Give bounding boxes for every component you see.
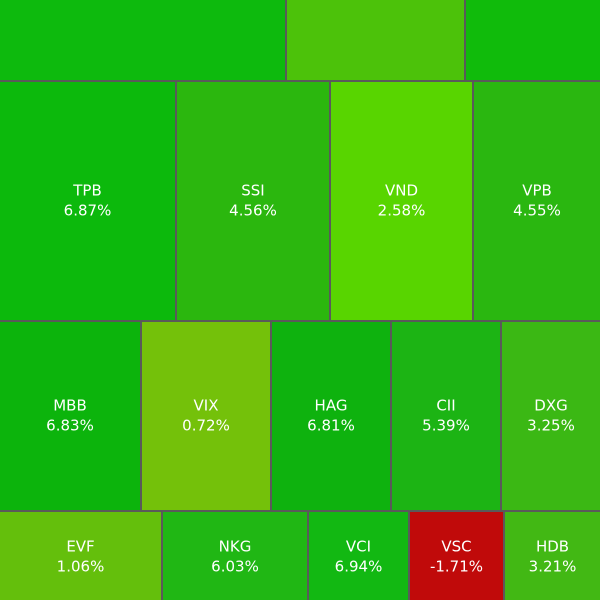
- tile: [331, 82, 472, 320]
- tile-value: 6.81%: [307, 417, 355, 435]
- tile-value: 4.56%: [229, 202, 277, 220]
- tile: [505, 512, 600, 600]
- tile: [142, 322, 270, 510]
- tile-label: HAG: [315, 397, 348, 415]
- tile: [272, 322, 390, 510]
- tile-value: 6.94%: [335, 558, 383, 576]
- tile-label: VSC: [441, 538, 471, 556]
- tile-label: DXG: [534, 397, 567, 415]
- tile-value: 2.58%: [378, 202, 426, 220]
- tile-value: 6.87%: [64, 202, 112, 220]
- tile: [410, 512, 503, 600]
- tile-value: 3.25%: [527, 417, 575, 435]
- tile: [502, 322, 600, 510]
- tile-value: 3.21%: [529, 558, 577, 576]
- tile-label: VCI: [346, 538, 371, 556]
- tile-value: -1.71%: [430, 558, 483, 576]
- tile: [0, 82, 175, 320]
- tile: [466, 0, 600, 80]
- tile: [0, 0, 285, 80]
- tile: [0, 512, 161, 600]
- tile-value: 4.55%: [513, 202, 561, 220]
- tile-label: MBB: [53, 397, 87, 415]
- tile-label: VND: [385, 182, 418, 200]
- tile-value: 5.39%: [422, 417, 470, 435]
- tile-value: 0.72%: [182, 417, 230, 435]
- tile: [474, 82, 600, 320]
- tile-label: VPB: [522, 182, 552, 200]
- tile-label: VIX: [194, 397, 219, 415]
- tile: [392, 322, 500, 510]
- tile-value: 6.83%: [46, 417, 94, 435]
- tile-label: EVF: [66, 538, 94, 556]
- tile: [0, 322, 140, 510]
- tile: [177, 82, 329, 320]
- tile-label: NKG: [219, 538, 252, 556]
- tile-label: TPB: [72, 182, 102, 200]
- tile-label: HDB: [536, 538, 569, 556]
- tile-value: 1.06%: [57, 558, 105, 576]
- tile-label: SSI: [241, 182, 264, 200]
- tile-value: 6.03%: [211, 558, 259, 576]
- tile: [309, 512, 408, 600]
- tile: [287, 0, 464, 80]
- tile: [163, 512, 307, 600]
- tile-label: CII: [436, 397, 455, 415]
